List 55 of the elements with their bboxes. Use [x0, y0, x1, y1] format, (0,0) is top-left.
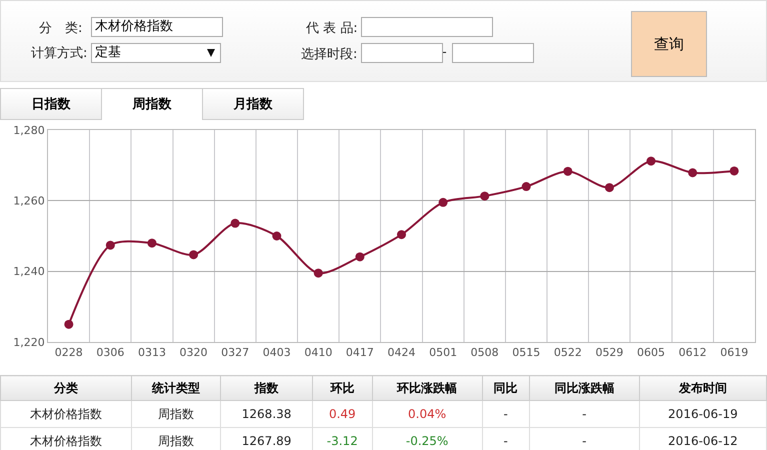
category-label: 统计类型: [132, 376, 221, 400]
text: -0.25%: [406, 434, 448, 448]
text: 1267.89: [242, 434, 292, 448]
text: 查询: [631, 11, 707, 77]
x-tick-label: 0515: [512, 346, 540, 360]
text: 日指数: [0, 88, 102, 120]
text: 0.04%: [408, 407, 446, 421]
y-tick-label: 1,220: [13, 336, 45, 349]
category-label: 发布时间: [639, 376, 766, 400]
text: 木材价格指数: [30, 406, 102, 420]
text: 2016-06-12: [668, 434, 738, 448]
text: 木材价格指数: [91, 17, 223, 37]
category-label: 分类: [0, 376, 132, 400]
category-label: 同比涨跌幅: [529, 376, 640, 400]
x-tick-label: 0605: [637, 346, 666, 360]
text: -3.12: [326, 434, 358, 448]
text: 周指数: [158, 434, 194, 448]
x-tick-label: 0306: [96, 346, 124, 360]
text: 1268.38: [242, 407, 292, 421]
text: 0.49: [328, 407, 356, 421]
category-label: 同比: [482, 376, 530, 400]
text: 分 类:: [39, 20, 82, 37]
x-tick-label: 0508: [470, 346, 499, 360]
category-label: 指数: [220, 376, 313, 400]
x-tick-label: 0417: [346, 346, 374, 360]
x-tick-label: 0403: [262, 346, 291, 360]
y-tick-label: 1,280: [13, 124, 45, 137]
x-tick-label: 0313: [138, 346, 166, 360]
x-tick-label: 0410: [304, 346, 332, 360]
y-tick-label: 1,240: [13, 265, 45, 278]
x-tick-label: 0612: [678, 346, 707, 360]
text: 周指数: [158, 406, 194, 420]
x-tick-label: 0424: [388, 346, 416, 360]
text: -: [582, 434, 586, 448]
category-label: 环比: [312, 376, 372, 400]
x-tick-label: 0228: [54, 346, 83, 360]
text: 计算方式:: [31, 45, 88, 62]
text: 选择时段:: [301, 46, 358, 63]
text: 定基: [91, 43, 221, 63]
text: -: [582, 407, 586, 421]
y-tick-label: 1,260: [13, 194, 45, 208]
x-tick-label: 0529: [595, 346, 624, 360]
text: 月指数: [202, 88, 304, 120]
category-label: 环比涨跌幅: [372, 376, 482, 400]
text: -: [504, 407, 508, 421]
text: -: [504, 434, 508, 448]
x-tick-label: 0327: [221, 346, 250, 360]
x-tick-label: 0619: [720, 346, 748, 360]
text: 2016-06-19: [668, 407, 738, 421]
x-tick-label: 0320: [180, 346, 208, 360]
text: 代 表 品:: [306, 20, 358, 37]
x-tick-label: 0522: [554, 346, 582, 360]
text: 木材价格指数: [30, 434, 102, 448]
text: 周指数: [101, 88, 203, 120]
x-tick-label: 0501: [429, 346, 458, 360]
